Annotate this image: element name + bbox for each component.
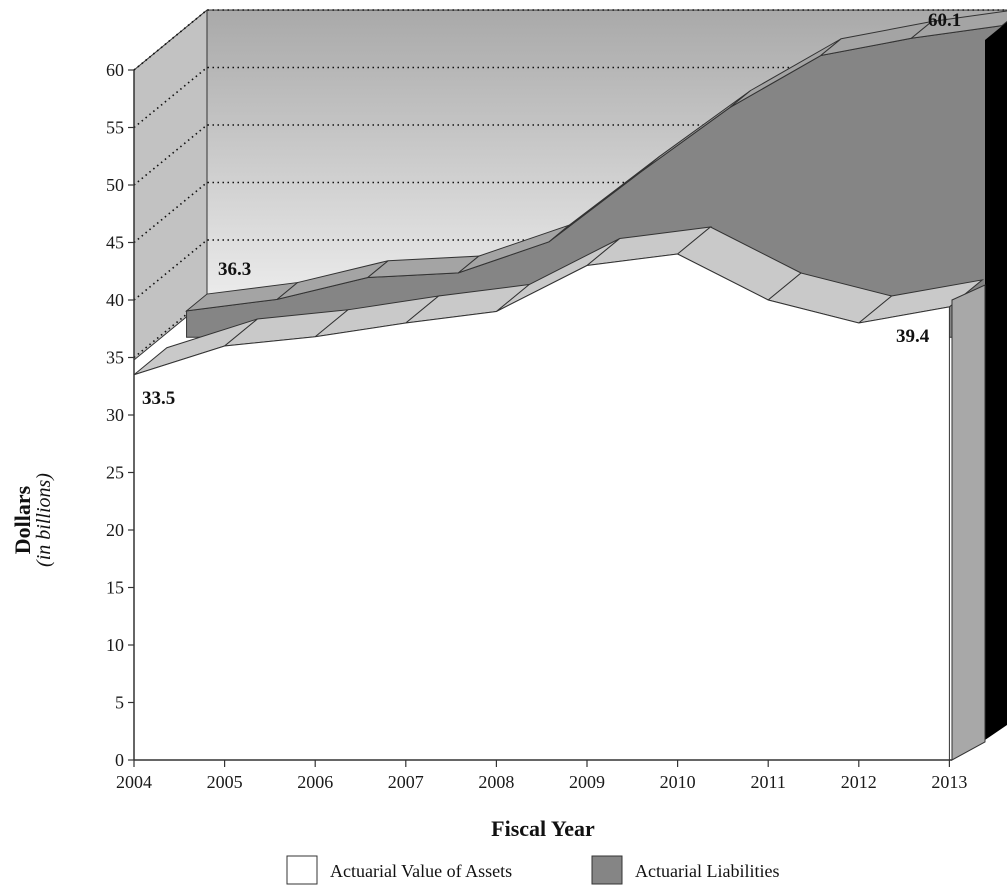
y-tick-label-35: 35 [106, 348, 124, 368]
gridline-40 [133, 239, 1007, 301]
right-end-dark [985, 22, 1007, 740]
assets-area-fill [133, 253, 950, 761]
data-label-liabilities-2004: 36.3 [218, 259, 251, 280]
x-tick-label-2011: 2011 [751, 772, 786, 792]
gridline-55 [133, 66, 1007, 129]
legend-swatch-liabilities [591, 855, 623, 885]
x-tick-label-2012: 2012 [841, 772, 877, 792]
y-tick-label-30: 30 [106, 405, 124, 425]
gridline-45 [133, 181, 1007, 244]
legend: Actuarial Value of Assets Actuarial Liab… [286, 855, 779, 885]
assets-area [133, 226, 985, 761]
y-tick-label-10: 10 [106, 635, 124, 655]
y-tick-label-20: 20 [106, 520, 124, 540]
liabilities-area [184, 10, 1007, 338]
legend-label-assets: Actuarial Value of Assets [330, 861, 512, 881]
y-tick-label-25: 25 [106, 463, 124, 483]
legend-label-liabilities: Actuarial Liabilities [635, 861, 779, 881]
gridline-60 [133, 9, 1007, 71]
x-tick-label-2009: 2009 [569, 772, 605, 792]
data-label-assets-2004: 33.5 [142, 388, 175, 409]
x-axis-title: Fiscal Year [491, 816, 595, 841]
gridline-35 [133, 296, 1007, 359]
x-tick-label-2013: 2013 [931, 772, 967, 792]
x-tick-label-2008: 2008 [478, 772, 514, 792]
right-end-light [951, 284, 986, 761]
x-tick-label-2004: 2004 [116, 772, 152, 792]
y-ticks: 0 5 10 15 20 25 30 35 40 45 50 55 60 [106, 60, 134, 770]
data-label-liabilities-2013: 60.1 [928, 10, 961, 31]
y-tick-label-45: 45 [106, 233, 124, 253]
y-tick-label-5: 5 [115, 693, 124, 713]
x-tick-label-2007: 2007 [388, 772, 424, 792]
y-tick-label-50: 50 [106, 175, 124, 195]
y-tick-label-60: 60 [106, 60, 124, 80]
gridlines [133, 9, 1007, 359]
legend-swatch-assets [286, 855, 318, 885]
x-tick-label-2005: 2005 [207, 772, 243, 792]
x-tick-label-2010: 2010 [660, 772, 696, 792]
y-axis-subtitle: (in billions) [33, 473, 55, 567]
data-label-assets-2013: 39.4 [896, 326, 930, 347]
y-tick-label-55: 55 [106, 118, 124, 138]
y-axis-title: Dollars [10, 485, 35, 554]
gridline-50 [133, 124, 1007, 186]
y-tick-label-40: 40 [106, 290, 124, 310]
y-tick-label-0: 0 [115, 750, 124, 770]
x-tick-label-2006: 2006 [297, 772, 333, 792]
y-tick-label-15: 15 [106, 578, 124, 598]
liabilities-top-face-2012 [909, 10, 1007, 40]
x-ticks: 2004 2005 2006 2007 2008 2009 2010 2011 2012 2013 [116, 760, 967, 792]
